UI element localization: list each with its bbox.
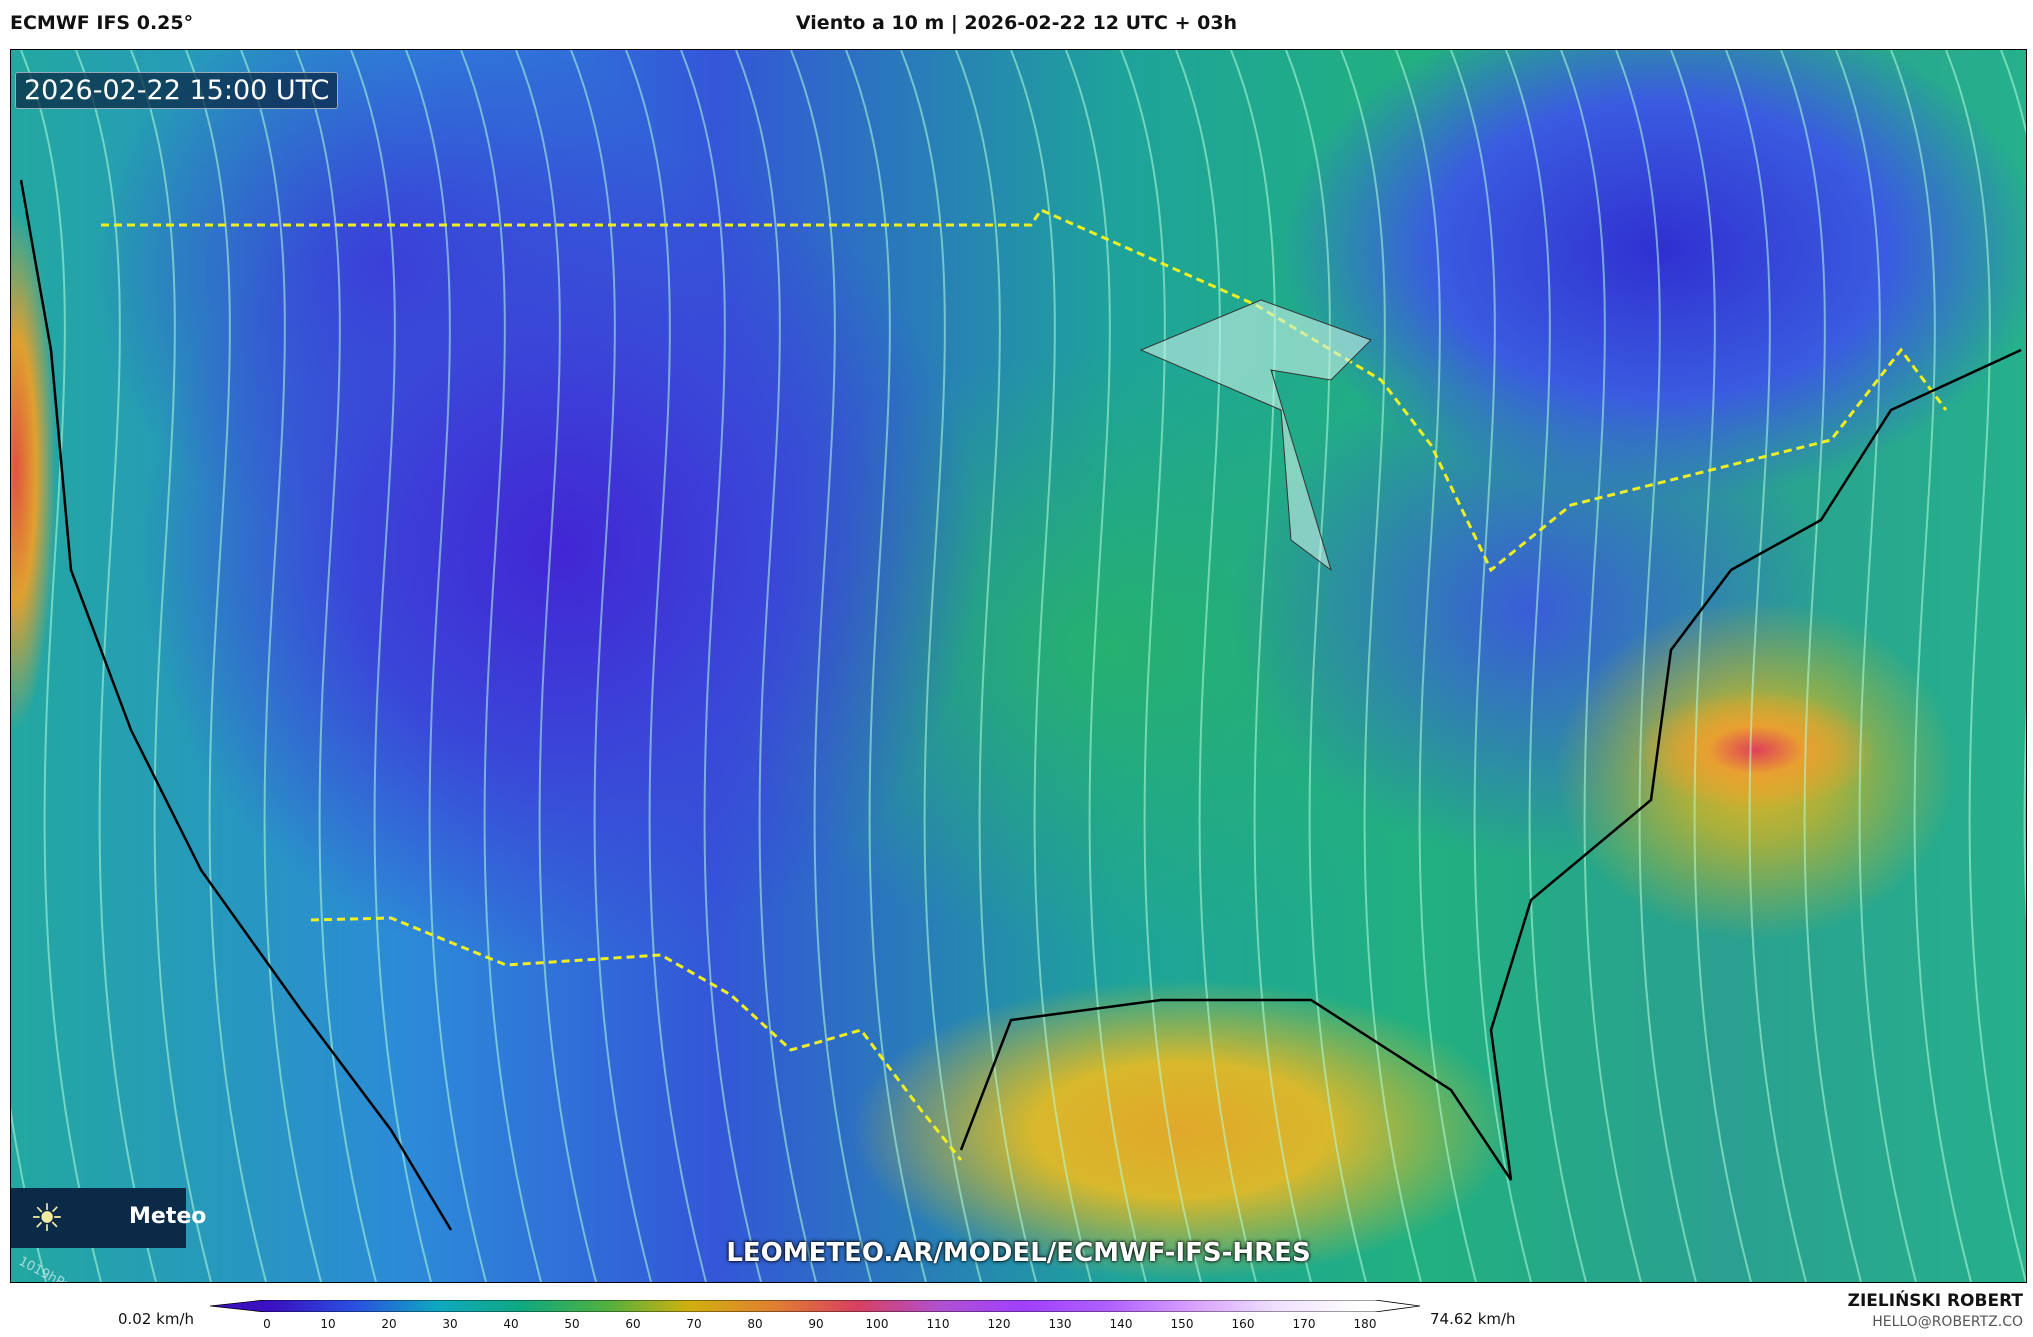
colorbar-tick: 140 [1109,1317,1133,1331]
model-name: ECMWF IFS 0.25° [10,12,194,34]
colorbar-tick: 180 [1353,1317,1377,1331]
colorbar-tick: 30 [442,1317,458,1331]
colorbar-tick: 20 [381,1317,397,1331]
streamline [1120,50,1202,1282]
streamline [1230,50,1312,1282]
valid-time-label: 2026-02-22 15:00 UTC [15,72,339,109]
logo-badge[interactable]: ☀ Meteo [11,1188,206,1248]
colorbar-tick: 70 [686,1317,702,1331]
streamline [1505,50,1587,1282]
streamline [1010,50,1092,1282]
streamline [405,50,487,1282]
colorbar-tick: 80 [747,1317,763,1331]
streamline [570,50,652,1282]
streamline [1340,50,1422,1282]
streamline [130,50,212,1282]
streamline [680,50,762,1282]
sun-icon: ☀ [29,1196,65,1240]
streamline [295,50,377,1282]
streamline [1285,50,1367,1282]
streamline [845,50,927,1282]
map-overlay [11,50,2026,1282]
colorbar-tick: 90 [808,1317,824,1331]
source-url[interactable]: LEOMETEO.AR/MODEL/ECMWF-IFS-HRES [726,1238,1311,1268]
streamline [1175,50,1257,1282]
author-credit: ZIELIŃSKI ROBERT [1847,1291,2023,1311]
colorbar-tick: 40 [503,1317,519,1331]
streamline [240,50,322,1282]
colorbar-tick: 10 [320,1317,336,1331]
streamline [625,50,707,1282]
streamline [185,50,267,1282]
colorbar-min-label: 0.02 km/h [118,1310,195,1328]
colorbar-tick: 130 [1048,1317,1072,1331]
author-email[interactable]: HELLO@ROBERTZ.CO [1872,1314,2023,1330]
streamline [2000,50,2026,923]
streamline [735,50,817,1282]
us-canada-border [101,208,1948,573]
colorbar-tick: 110 [926,1317,950,1331]
streamline [1560,50,1642,1282]
colorbar-tick: 0 [263,1317,271,1331]
streamline [460,50,542,1282]
colorbar [210,1300,1420,1312]
colorbar-tick: 120 [987,1317,1011,1331]
colorbar-tick: 170 [1292,1317,1316,1331]
colorbar-tick: 150 [1170,1317,1194,1331]
streamline [350,50,432,1282]
streamline [1615,50,1697,1282]
colorbar-tick: 60 [625,1317,641,1331]
streamline [515,50,597,1282]
streamline [1945,50,2026,1282]
streamline [20,50,102,1282]
streamline [1670,50,1752,1282]
streamline [790,50,872,1282]
streamline [900,50,982,1282]
coastline [19,179,2022,1231]
great-lakes [1139,299,1372,572]
streamline [75,50,157,1282]
colorbar-tick: 100 [865,1317,889,1331]
wind-map[interactable]: 2026-02-22 15:00 UTC ☀ Meteo 1019hPa LEO… [10,49,2027,1283]
streamline [1450,50,1532,1282]
streamline [11,1106,47,1282]
logo-text: Meteo [129,1204,207,1229]
streamline [955,50,1037,1282]
streamline [1395,50,1477,1282]
colorbar-tick: 160 [1231,1317,1255,1331]
streamline [1725,50,1807,1282]
colorbar-max-label: 74.62 km/h [1430,1310,1516,1328]
streamline [1780,50,1862,1282]
colorbar-tick: 50 [564,1317,580,1331]
streamline [1890,50,1972,1282]
streamline [1835,50,1917,1282]
map-title: Viento a 10 m | 2026-02-22 12 UTC + 03h [795,12,1238,34]
streamline [1065,50,1147,1282]
us-mexico-border [310,916,963,1161]
